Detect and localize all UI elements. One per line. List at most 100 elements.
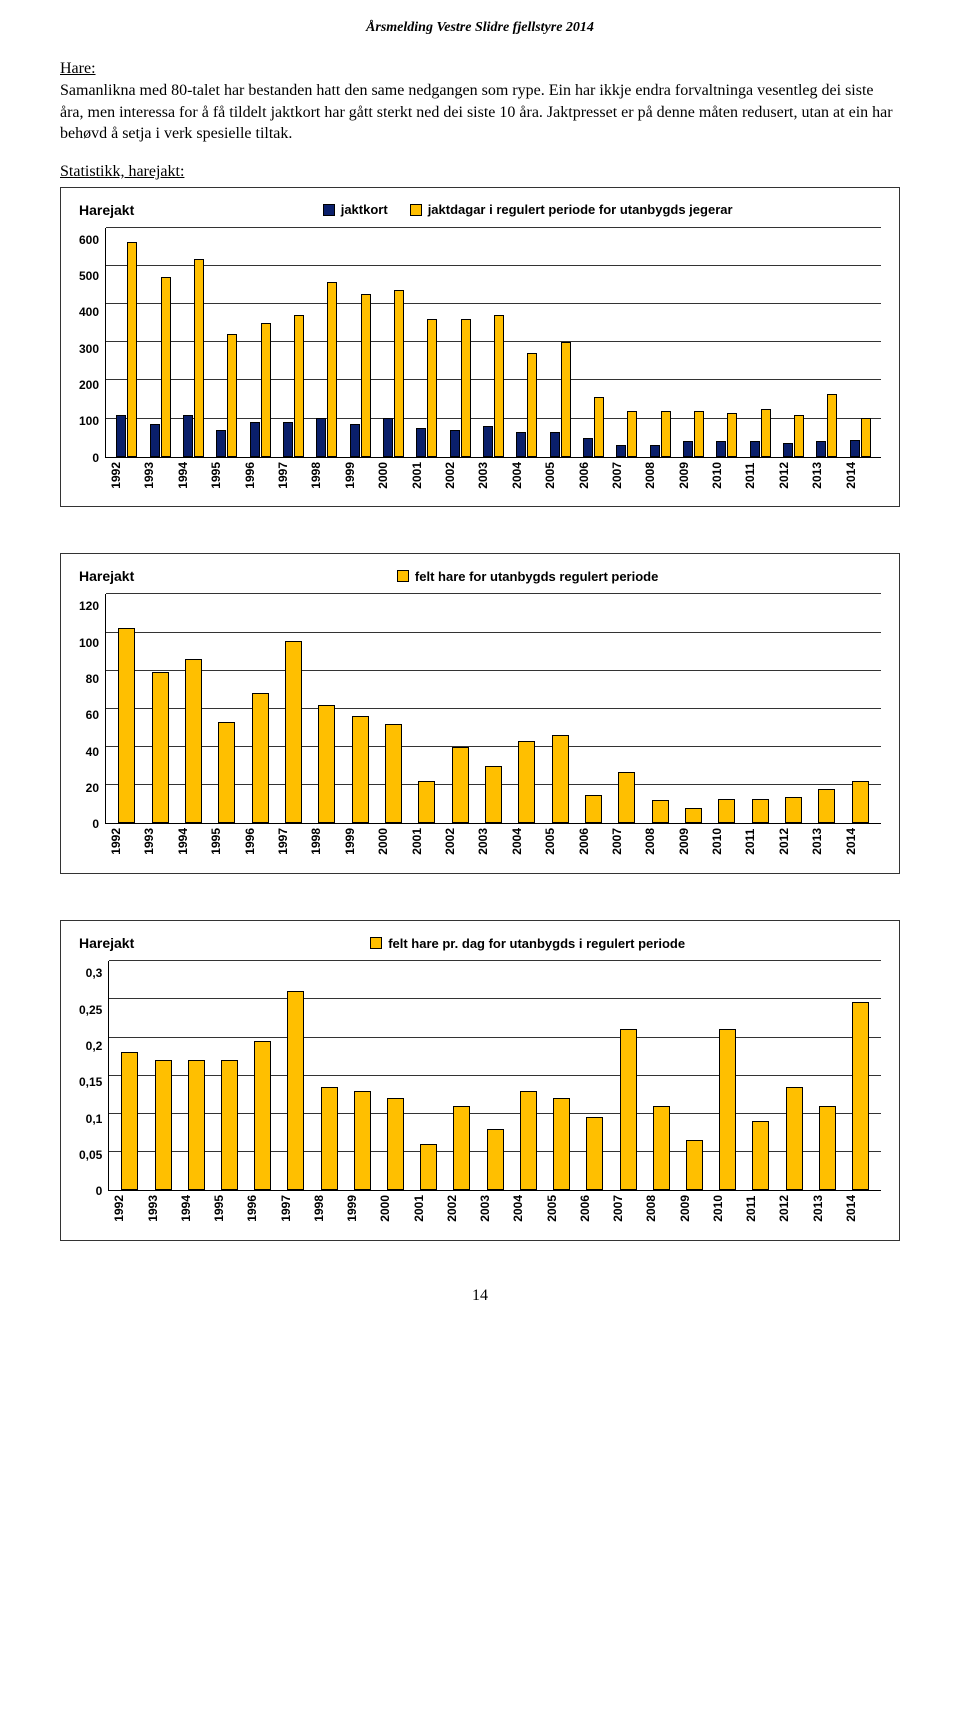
legend: felt hare pr. dag for utanbygds i regule… (174, 936, 881, 951)
bar (150, 424, 160, 457)
bar-group (147, 961, 180, 1190)
bar-group (710, 228, 743, 457)
x-tick-label: 2014 (844, 462, 877, 489)
bar-group (277, 228, 310, 457)
x-tick-label: 2002 (445, 1195, 478, 1222)
y-axis: 0100200300400500600 (79, 228, 105, 458)
x-tick-label: 1997 (276, 828, 309, 855)
x-tick-label: 2000 (376, 462, 409, 489)
y-tick-label: 300 (79, 343, 99, 355)
bar (650, 445, 660, 457)
x-tick-label: 2011 (744, 1195, 777, 1222)
bar-group (844, 961, 877, 1190)
bar (118, 628, 135, 824)
bar-group (844, 594, 877, 823)
bar (418, 781, 435, 823)
bar-group (246, 961, 279, 1190)
bar (652, 800, 669, 823)
document-header: Årsmelding Vestre Slidre fjellstyre 2014 (60, 20, 900, 36)
x-tick-label: 2001 (412, 1195, 445, 1222)
x-tick-label: 1998 (309, 462, 342, 489)
bar (518, 741, 535, 823)
legend-swatch (370, 937, 382, 949)
x-tick-label: 2011 (743, 828, 776, 855)
y-tick-label: 80 (86, 673, 99, 685)
bar (727, 413, 737, 457)
bar-group (644, 594, 677, 823)
x-axis: 1992199319941995199619971998199920002001… (108, 1195, 881, 1222)
y-tick-label: 0,1 (86, 1113, 103, 1125)
bar (183, 415, 193, 457)
bar (719, 1029, 736, 1190)
x-tick-label: 2013 (810, 828, 843, 855)
y-tick-label: 200 (79, 379, 99, 391)
bar (383, 418, 393, 456)
bar (321, 1087, 338, 1191)
x-tick-label: 2014 (844, 1195, 877, 1222)
bar (553, 1098, 570, 1190)
bar (816, 441, 826, 456)
chart-title: Harejakt (79, 568, 134, 584)
x-tick-label: 1992 (112, 1195, 145, 1222)
bar-group (644, 228, 677, 457)
bar-group (510, 594, 543, 823)
x-tick-label: 2010 (710, 828, 743, 855)
bar-group (678, 961, 711, 1190)
bar (827, 394, 837, 457)
bar (785, 797, 802, 824)
bar (420, 1144, 437, 1190)
x-tick-label: 2012 (777, 1195, 810, 1222)
x-axis: 1992199319941995199619971998199920002001… (105, 462, 881, 489)
bar-group (379, 961, 412, 1190)
bar (718, 799, 735, 824)
bar-group (113, 961, 146, 1190)
plot-area (105, 594, 881, 824)
y-tick-label: 500 (79, 270, 99, 282)
bar-group (744, 961, 777, 1190)
bar (583, 438, 593, 457)
chart-frame: Harejaktfelt hare for utanbygds regulert… (60, 553, 900, 874)
bar-group (744, 228, 777, 457)
bar (361, 294, 371, 457)
bar-group (477, 594, 510, 823)
bar-group (277, 594, 310, 823)
bar (318, 705, 335, 824)
bar-group (811, 961, 844, 1190)
bar (327, 282, 337, 456)
x-tick-label: 2003 (478, 1195, 511, 1222)
x-tick-label: 1993 (146, 1195, 179, 1222)
bar-group (710, 594, 743, 823)
bar-group (410, 594, 443, 823)
bar-group (343, 594, 376, 823)
legend-label: jaktkort (341, 202, 388, 217)
x-tick-label: 2010 (711, 1195, 744, 1222)
bar (452, 747, 469, 824)
bar-group (510, 228, 543, 457)
legend-swatch (410, 204, 422, 216)
bar (761, 409, 771, 457)
bar-group (412, 961, 445, 1190)
bar (155, 1060, 172, 1190)
x-tick-label: 2000 (378, 1195, 411, 1222)
bar (627, 411, 637, 457)
y-axis: 00,050,10,150,20,250,3 (79, 961, 108, 1191)
bar (694, 411, 704, 457)
bar (352, 716, 369, 823)
x-tick-label: 2012 (777, 462, 810, 489)
bar-group (210, 594, 243, 823)
x-tick-label: 1995 (209, 828, 242, 855)
bar (819, 1106, 836, 1190)
x-tick-label: 2003 (476, 828, 509, 855)
bar (585, 795, 602, 824)
bar-group (777, 594, 810, 823)
plot-area (108, 961, 881, 1191)
bar (686, 1140, 703, 1190)
bar (661, 411, 671, 457)
bar-group (243, 228, 276, 457)
x-tick-label: 2013 (811, 1195, 844, 1222)
bar-group (777, 228, 810, 457)
bar (218, 722, 235, 824)
bar (453, 1106, 470, 1190)
bar (618, 772, 635, 824)
bar (116, 415, 126, 457)
